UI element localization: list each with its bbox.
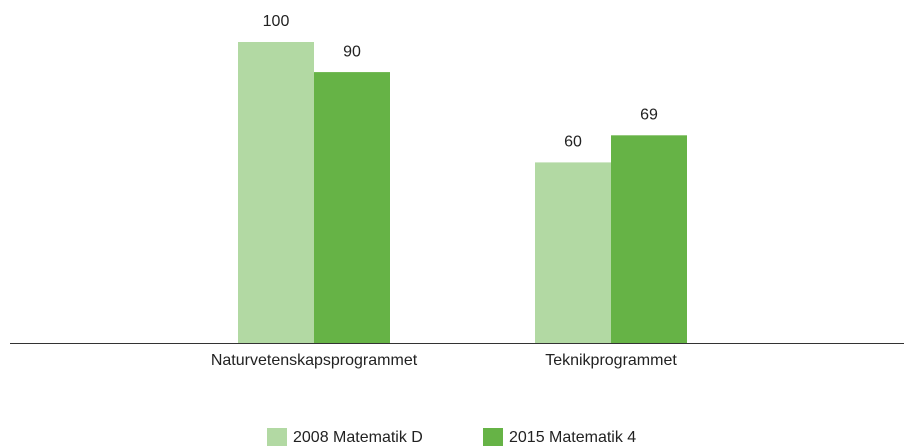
bar — [535, 162, 611, 343]
legend-swatch — [483, 428, 503, 446]
bar — [238, 42, 314, 343]
x-tick-label: Naturvetenskapsprogrammet — [211, 352, 418, 369]
value-label: 90 — [343, 43, 361, 60]
bar — [611, 135, 687, 343]
value-label: 69 — [640, 107, 658, 124]
bar — [314, 72, 390, 343]
x-tick-label: Teknikprogrammet — [545, 352, 677, 369]
legend-swatch — [267, 428, 287, 446]
legend-label: 2015 Matematik 4 — [509, 429, 636, 446]
value-label: 100 — [263, 13, 290, 30]
legend-label: 2008 Matematik D — [293, 429, 423, 446]
value-label: 60 — [564, 134, 582, 151]
